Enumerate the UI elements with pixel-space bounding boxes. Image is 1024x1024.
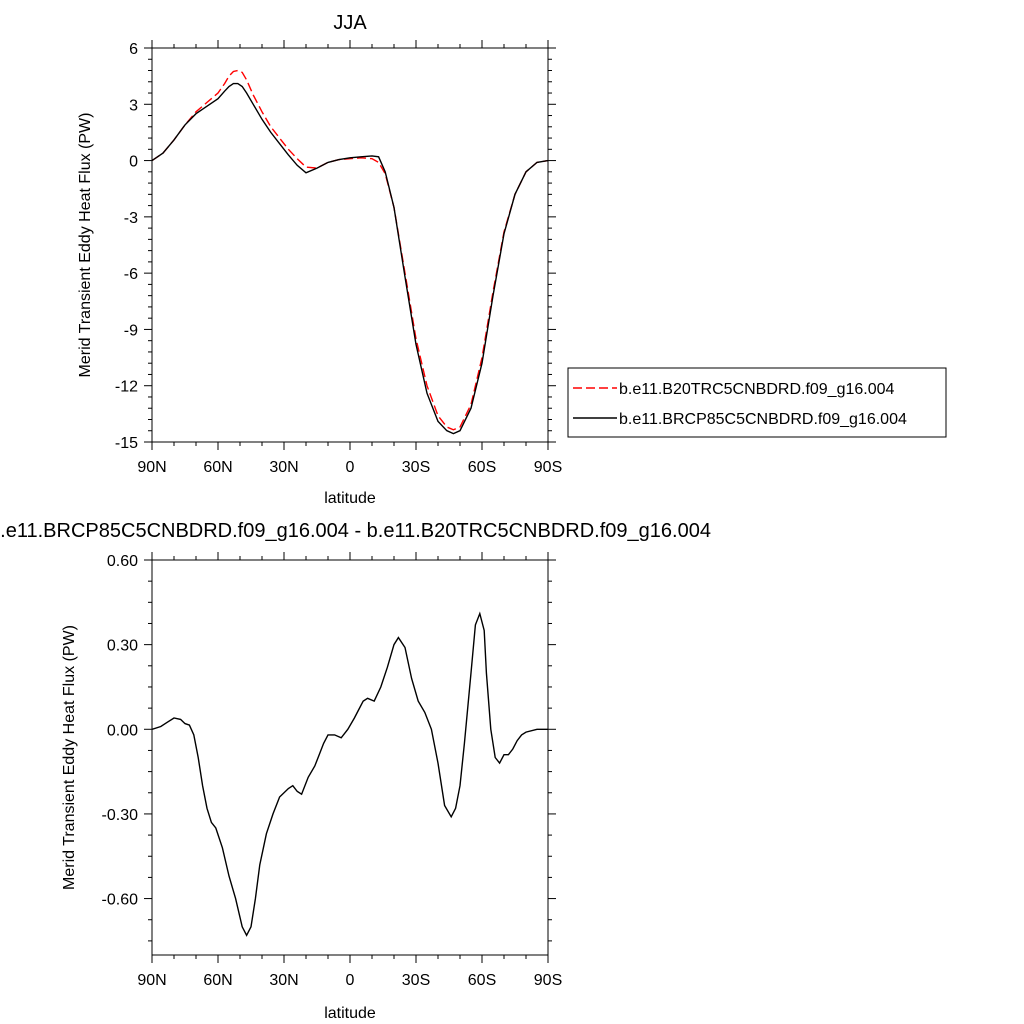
plot-frame — [151, 559, 549, 956]
legend-box — [567, 367, 947, 438]
y-tick-label: 0 — [129, 154, 138, 171]
x-tick-label: 90S — [534, 972, 562, 989]
y-tick-label: -0.30 — [102, 807, 139, 824]
y-tick-label: -6 — [124, 266, 138, 283]
y-tick-label: 0.60 — [107, 553, 138, 570]
x-tick-label: 60S — [468, 972, 496, 989]
y-tick-label: -3 — [124, 210, 138, 227]
y-tick-label: -15 — [115, 435, 138, 452]
y-tick-label: 6 — [129, 41, 138, 58]
x-axis-label: latitude — [324, 1005, 376, 1022]
series-line-2 — [152, 82, 548, 435]
chart-title: b.e11.BRCP85C5CNBDRD.f09_g16.004 - b.e11… — [0, 520, 711, 542]
y-tick-label: -9 — [124, 322, 138, 339]
legend-label-2: b.e11.BRCP85C5CNBDRD.f09_g16.004 — [619, 411, 907, 428]
y-axis-label: Merid Transient Eddy Heat Flux (PW) — [61, 625, 78, 890]
series-line-1 — [152, 611, 548, 937]
y-tick-label: 0.00 — [107, 722, 138, 739]
y-tick-label: -12 — [115, 379, 138, 396]
x-tick-label: 60N — [203, 459, 232, 476]
x-tick-label: 30N — [269, 972, 298, 989]
x-tick-label: 90S — [534, 459, 562, 476]
x-tick-label: 30N — [269, 459, 298, 476]
x-tick-label: 90N — [137, 972, 166, 989]
x-axis-label: latitude — [324, 490, 376, 507]
chart-panel-2: 90N 60N 30N 0 30S 60S 90S 0.60 0.30 0.00 -0.30 -0.6… — [0, 520, 711, 1022]
x-tick-label: 0 — [346, 972, 355, 989]
legend: b.e11.B20TRC5CNBDRD.f09_g16.004 b.e11.BRC… — [567, 367, 947, 438]
chart-title: JJA — [333, 12, 367, 34]
x-tick-label: 60N — [203, 972, 232, 989]
x-tick-label: 90N — [137, 459, 166, 476]
y-axis-label: Merid Transient Eddy Heat Flux (PW) — [77, 113, 94, 378]
series-line-1 — [152, 69, 548, 431]
y-tick-label: 0.30 — [107, 638, 138, 655]
x-tick-label: 30S — [402, 459, 430, 476]
plot-frame — [151, 47, 549, 443]
chart-panel-1: 90N 60N 30N 0 30S 60S 90S 6 3 0 -3 -6 -9 -12 -15 JJA lat… — [77, 12, 947, 507]
legend-label-1: b.e11.B20TRC5CNBDRD.f09_g16.004 — [619, 381, 895, 398]
x-tick-label: 30S — [402, 972, 430, 989]
y-tick-label: 3 — [129, 97, 138, 114]
x-tick-label: 60S — [468, 459, 496, 476]
x-tick-label: 0 — [346, 459, 355, 476]
y-tick-label: -0.60 — [102, 892, 139, 909]
